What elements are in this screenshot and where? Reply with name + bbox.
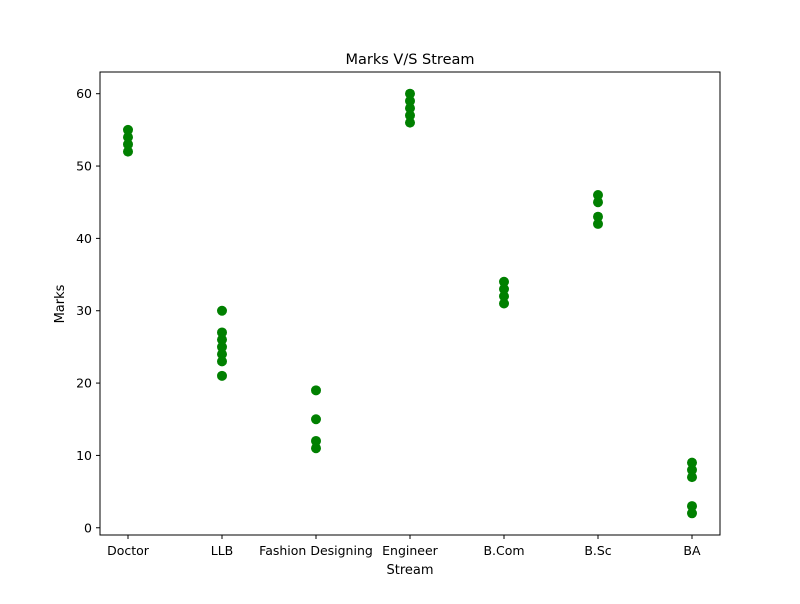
data-point	[593, 218, 603, 229]
x-axis: Doctor LLB Fashion Designing Engineer B.Com B…	[107, 535, 701, 558]
data-point	[687, 472, 697, 483]
y-tick-label: 0	[84, 520, 92, 535]
data-point	[499, 276, 509, 287]
data-point	[405, 103, 415, 114]
chart-title: Marks V/S Stream	[346, 52, 475, 68]
data-point	[687, 457, 697, 468]
x-axis-label: Stream	[386, 563, 433, 578]
x-tick-label: Doctor	[107, 543, 150, 558]
data-point	[499, 284, 509, 295]
data-point	[123, 146, 133, 157]
data-point	[687, 501, 697, 512]
y-tick-label: 20	[76, 376, 92, 391]
data-point	[217, 370, 227, 381]
data-point	[217, 341, 227, 352]
x-tick-label: B.Com	[483, 543, 524, 558]
data-point	[405, 95, 415, 106]
data-point	[217, 356, 227, 367]
data-point	[311, 443, 321, 454]
y-tick-label: 60	[76, 86, 92, 101]
y-tick-label: 50	[76, 159, 92, 174]
data-point	[217, 349, 227, 360]
y-axis: 0 10 20 30 40 50 60	[76, 86, 100, 535]
data-point	[217, 305, 227, 316]
data-point	[405, 117, 415, 128]
y-tick-label: 30	[76, 303, 92, 318]
data-point	[123, 124, 133, 135]
data-point	[123, 139, 133, 150]
x-tick-label: BA	[683, 543, 701, 558]
plot-area-frame	[99, 71, 721, 536]
data-point	[499, 291, 509, 302]
markers-layer	[123, 88, 697, 519]
y-tick-label: 40	[76, 231, 92, 246]
data-point	[311, 435, 321, 446]
data-point	[311, 385, 321, 396]
y-axis-label: Marks	[53, 284, 68, 323]
data-point	[405, 88, 415, 99]
data-point	[593, 211, 603, 222]
data-point	[217, 327, 227, 338]
data-point	[593, 189, 603, 200]
data-point	[123, 132, 133, 143]
data-point	[405, 110, 415, 121]
data-point	[593, 197, 603, 208]
x-tick-label: Fashion Designing	[259, 543, 373, 558]
x-tick-label: B.Sc	[584, 543, 611, 558]
data-point	[499, 298, 509, 309]
data-point	[687, 508, 697, 519]
data-point	[311, 414, 321, 425]
data-point	[217, 334, 227, 345]
x-tick-label: Engineer	[382, 543, 439, 558]
x-tick-label: LLB	[211, 543, 234, 558]
y-tick-label: 10	[76, 448, 92, 463]
data-point	[687, 464, 697, 475]
